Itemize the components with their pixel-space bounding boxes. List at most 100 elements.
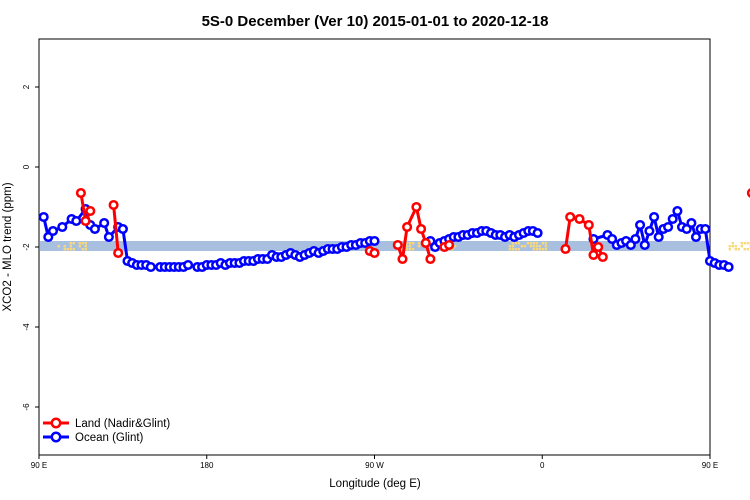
land-dot xyxy=(746,248,749,251)
ocean-point xyxy=(690,231,702,243)
land-dot xyxy=(84,245,87,248)
ocean-point xyxy=(672,205,683,217)
ocean-point xyxy=(667,213,678,225)
land-dot xyxy=(450,248,454,251)
land-dot xyxy=(529,242,533,245)
legend-ocean-marker xyxy=(50,431,62,443)
land-dot xyxy=(743,242,746,245)
land-point xyxy=(560,243,571,255)
ocean-point xyxy=(630,233,641,245)
land-point xyxy=(416,223,427,235)
land-dot xyxy=(399,248,403,251)
ocean-point xyxy=(47,225,59,237)
ocean-point xyxy=(644,225,655,237)
land-dot xyxy=(81,242,84,245)
land-point xyxy=(574,213,585,225)
land-dot xyxy=(81,248,84,251)
land-point xyxy=(597,251,608,263)
ocean-point xyxy=(145,261,156,273)
land-dot xyxy=(740,242,743,245)
land-dot xyxy=(69,242,72,245)
land-dot xyxy=(69,245,72,248)
land-point xyxy=(411,201,422,213)
axes: 90 E 180 90 W 0 90 E 2 0 -2 -4 -6 xyxy=(22,84,718,470)
land-dot xyxy=(405,245,409,248)
land-dot xyxy=(453,245,457,248)
ocean-point xyxy=(723,261,734,273)
legend-ocean-label: Ocean (Glint) xyxy=(75,432,144,444)
land-dot xyxy=(544,248,548,251)
land-dot xyxy=(63,248,66,251)
land-point xyxy=(425,253,436,265)
y-tick-label: -4 xyxy=(22,323,31,331)
x-axis-label: Longitude (deg E) xyxy=(329,478,421,490)
land-dot xyxy=(520,245,524,248)
land-dot xyxy=(544,245,548,248)
ocean-point xyxy=(71,215,82,227)
land-dot xyxy=(63,245,66,248)
x-tick-label: 90 E xyxy=(31,461,47,470)
land-point xyxy=(583,219,594,231)
land-series xyxy=(75,187,750,265)
land-dot xyxy=(66,248,69,251)
ocean-point xyxy=(686,217,697,229)
land-dot xyxy=(544,242,548,245)
land-dot xyxy=(69,248,72,251)
land-dot xyxy=(541,242,545,245)
land-dot xyxy=(740,245,743,248)
chart-title: 5S-0 December (Ver 10) 2015-01-01 to 202… xyxy=(202,13,549,30)
land-dot xyxy=(743,248,746,251)
x-tick-label: 90 E xyxy=(702,461,718,470)
land-dot xyxy=(417,242,421,245)
land-dot xyxy=(517,242,521,245)
legend: Land (Nadir&Glint) Ocean (Glint) xyxy=(43,417,170,444)
land-dot xyxy=(731,245,734,248)
land-dot xyxy=(408,248,412,251)
land-dot xyxy=(532,248,536,251)
land-dot xyxy=(734,248,737,251)
land-dot xyxy=(538,248,542,251)
land-dot xyxy=(78,245,81,248)
land-dot xyxy=(517,248,521,251)
ocean-point xyxy=(57,221,68,233)
land-dot xyxy=(511,242,515,245)
land-dot xyxy=(532,242,536,245)
land-dot xyxy=(508,248,512,251)
land-dot xyxy=(535,245,539,248)
land-dot xyxy=(84,248,87,251)
ocean-point xyxy=(369,235,380,247)
series-layer xyxy=(38,187,750,273)
ocean-point xyxy=(635,219,646,231)
land-dot xyxy=(514,242,518,245)
legend-land-label: Land (Nadir&Glint) xyxy=(75,418,170,430)
ocean-point xyxy=(89,223,100,235)
land-dot xyxy=(508,245,512,248)
ocean-point xyxy=(700,223,711,235)
land-dot xyxy=(57,245,60,248)
land-dot xyxy=(405,248,409,251)
land-point xyxy=(397,253,408,265)
land-dot xyxy=(72,248,75,251)
land-point xyxy=(392,239,403,251)
land-point xyxy=(565,211,576,223)
land-dot xyxy=(526,242,530,245)
ocean-point xyxy=(38,211,49,223)
land-dot xyxy=(405,242,409,245)
ocean-series xyxy=(38,203,734,273)
land-dot xyxy=(514,248,518,251)
land-dot xyxy=(728,248,731,251)
ocean-point xyxy=(532,227,543,239)
land-dot xyxy=(538,245,542,248)
land-dot xyxy=(72,242,75,245)
y-tick-label: 0 xyxy=(22,164,31,169)
land-dot xyxy=(746,242,749,245)
ocean-point xyxy=(639,239,650,251)
ocean-point xyxy=(103,231,114,243)
ocean-point xyxy=(663,221,674,233)
land-dot xyxy=(529,245,533,248)
land-point xyxy=(588,249,599,261)
land-dot xyxy=(511,248,515,251)
ocean-point xyxy=(117,223,128,235)
land-dot xyxy=(417,245,421,248)
